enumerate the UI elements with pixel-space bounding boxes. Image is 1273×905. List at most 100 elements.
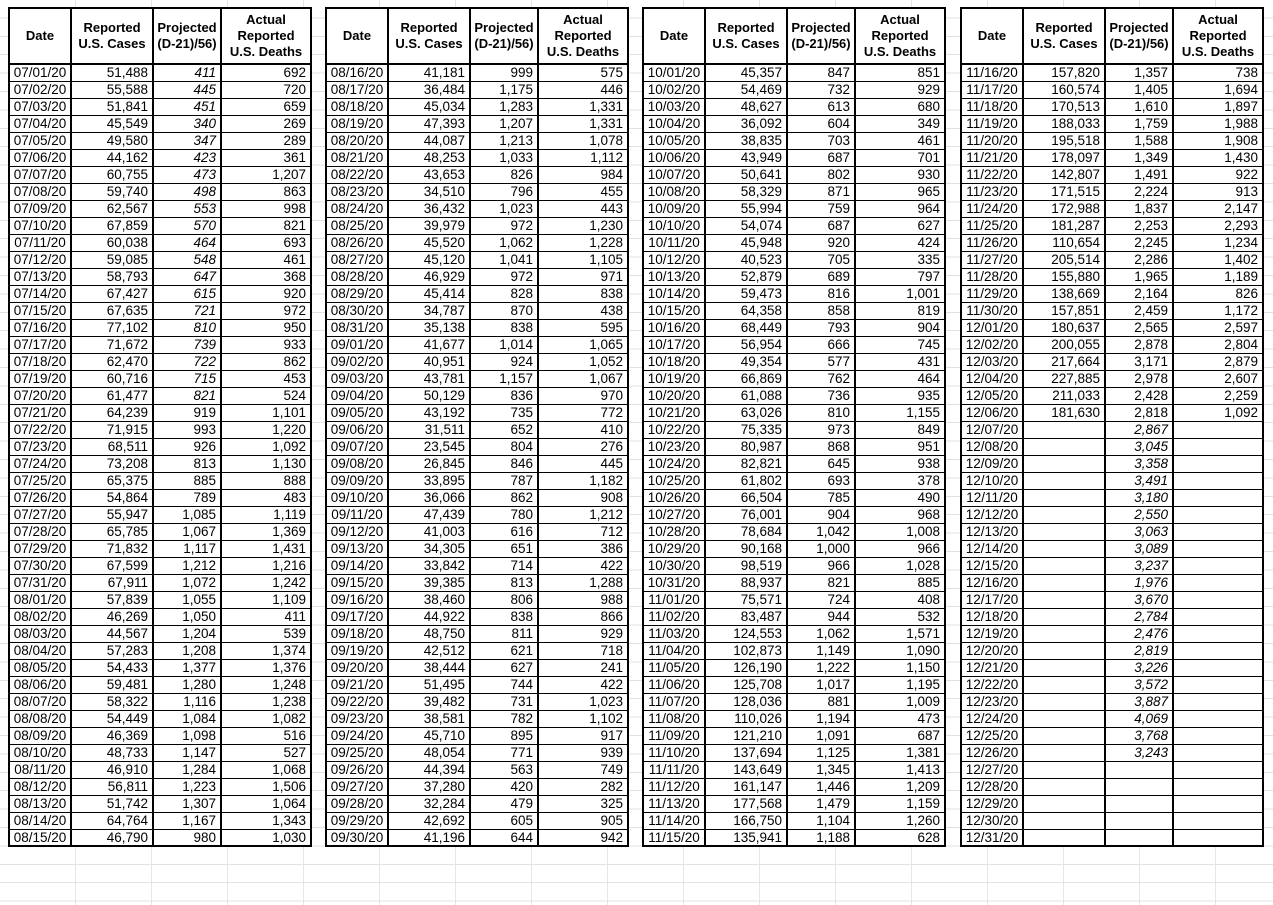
cell-projected[interactable]: 1,284 [152, 760, 222, 779]
cell-cases[interactable]: 68,449 [704, 318, 788, 337]
cell-cases[interactable] [1022, 420, 1106, 439]
cell-cases[interactable]: 82,821 [704, 454, 788, 473]
cell-projected[interactable]: 714 [469, 556, 539, 575]
cell-date[interactable]: 09/25/20 [325, 743, 389, 762]
cell-projected[interactable]: 3,063 [1104, 522, 1174, 541]
cell-deaths[interactable]: 1,331 [537, 114, 629, 133]
cell-deaths[interactable] [1172, 556, 1264, 575]
cell-date[interactable]: 11/30/20 [960, 301, 1024, 320]
cell-date[interactable]: 10/28/20 [642, 522, 706, 541]
cell-date[interactable]: 08/18/20 [325, 97, 389, 116]
cell-deaths[interactable]: 680 [854, 97, 946, 116]
cell-deaths[interactable] [1172, 811, 1264, 830]
cell-projected[interactable]: 577 [786, 352, 856, 371]
cell-date[interactable]: 11/23/20 [960, 182, 1024, 201]
cell-projected[interactable]: 479 [469, 794, 539, 813]
cell-cases[interactable]: 217,664 [1022, 352, 1106, 371]
cell-date[interactable]: 10/07/20 [642, 165, 706, 184]
cell-projected[interactable]: 689 [786, 267, 856, 286]
cell-deaths[interactable]: 866 [537, 607, 629, 626]
cell-deaths[interactable]: 1,189 [1172, 267, 1264, 286]
column-header-projected[interactable]: Projected (D-21)/56) [152, 7, 222, 65]
cell-deaths[interactable]: 464 [854, 369, 946, 388]
cell-date[interactable]: 09/26/20 [325, 760, 389, 779]
cell-date[interactable]: 08/08/20 [8, 709, 72, 728]
cell-projected[interactable]: 858 [786, 301, 856, 320]
cell-deaths[interactable]: 539 [220, 624, 312, 643]
cell-date[interactable]: 10/04/20 [642, 114, 706, 133]
cell-date[interactable]: 09/04/20 [325, 386, 389, 405]
cell-cases[interactable]: 58,793 [70, 267, 154, 286]
cell-projected[interactable]: 1,149 [786, 641, 856, 660]
cell-projected[interactable]: 836 [469, 386, 539, 405]
cell-projected[interactable]: 885 [152, 471, 222, 490]
cell-date[interactable]: 10/13/20 [642, 267, 706, 286]
cell-deaths[interactable]: 241 [537, 658, 629, 677]
cell-date[interactable]: 09/18/20 [325, 624, 389, 643]
column-header-deaths[interactable]: Actual Reported U.S. Deaths [854, 7, 946, 65]
cell-projected[interactable]: 2,819 [1104, 641, 1174, 660]
cell-deaths[interactable]: 964 [854, 199, 946, 218]
cell-cases[interactable]: 75,335 [704, 420, 788, 439]
cell-deaths[interactable]: 473 [854, 709, 946, 728]
cell-cases[interactable]: 77,102 [70, 318, 154, 337]
cell-deaths[interactable] [1172, 420, 1264, 439]
cell-projected[interactable]: 651 [469, 539, 539, 558]
cell-cases[interactable]: 60,755 [70, 165, 154, 184]
cell-date[interactable]: 07/16/20 [8, 318, 72, 337]
cell-projected[interactable]: 1,072 [152, 573, 222, 592]
cell-date[interactable]: 07/28/20 [8, 522, 72, 541]
cell-projected[interactable]: 2,459 [1104, 301, 1174, 320]
cell-cases[interactable]: 48,750 [387, 624, 471, 643]
cell-date[interactable]: 12/16/20 [960, 573, 1024, 592]
cell-deaths[interactable]: 904 [854, 318, 946, 337]
cell-cases[interactable]: 124,553 [704, 624, 788, 643]
cell-cases[interactable]: 60,716 [70, 369, 154, 388]
cell-date[interactable]: 07/25/20 [8, 471, 72, 490]
cell-date[interactable]: 08/19/20 [325, 114, 389, 133]
cell-date[interactable]: 09/10/20 [325, 488, 389, 507]
cell-date[interactable]: 08/30/20 [325, 301, 389, 320]
cell-cases[interactable]: 23,545 [387, 437, 471, 456]
cell-cases[interactable]: 172,988 [1022, 199, 1106, 218]
column-header-date[interactable]: Date [8, 7, 72, 65]
cell-date[interactable]: 10/25/20 [642, 471, 706, 490]
cell-cases[interactable]: 143,649 [704, 760, 788, 779]
cell-projected[interactable]: 1,610 [1104, 97, 1174, 116]
cell-date[interactable]: 07/22/20 [8, 420, 72, 439]
cell-date[interactable]: 11/02/20 [642, 607, 706, 626]
cell-deaths[interactable]: 453 [220, 369, 312, 388]
cell-projected[interactable]: 804 [469, 437, 539, 456]
cell-date[interactable]: 07/20/20 [8, 386, 72, 405]
cell-date[interactable]: 08/21/20 [325, 148, 389, 167]
cell-cases[interactable]: 80,987 [704, 437, 788, 456]
cell-cases[interactable]: 44,394 [387, 760, 471, 779]
cell-projected[interactable]: 1,307 [152, 794, 222, 813]
cell-date[interactable]: 08/09/20 [8, 726, 72, 745]
cell-date[interactable]: 11/15/20 [642, 828, 706, 847]
cell-date[interactable]: 10/22/20 [642, 420, 706, 439]
cell-date[interactable]: 07/29/20 [8, 539, 72, 558]
cell-deaths[interactable]: 378 [854, 471, 946, 490]
cell-projected[interactable]: 847 [786, 63, 856, 82]
cell-projected[interactable]: 1,157 [469, 369, 539, 388]
cell-deaths[interactable] [1172, 522, 1264, 541]
cell-deaths[interactable] [1172, 607, 1264, 626]
cell-cases[interactable]: 26,845 [387, 454, 471, 473]
cell-deaths[interactable]: 1,068 [220, 760, 312, 779]
cell-cases[interactable]: 47,439 [387, 505, 471, 524]
cell-date[interactable]: 09/16/20 [325, 590, 389, 609]
cell-date[interactable]: 09/14/20 [325, 556, 389, 575]
cell-projected[interactable]: 644 [469, 828, 539, 847]
cell-date[interactable]: 11/18/20 [960, 97, 1024, 116]
cell-cases[interactable]: 71,915 [70, 420, 154, 439]
cell-projected[interactable]: 2,550 [1104, 505, 1174, 524]
cell-cases[interactable]: 65,785 [70, 522, 154, 541]
cell-deaths[interactable]: 972 [220, 301, 312, 320]
cell-deaths[interactable]: 446 [537, 80, 629, 99]
cell-deaths[interactable]: 282 [537, 777, 629, 796]
cell-date[interactable]: 07/01/20 [8, 63, 72, 82]
cell-deaths[interactable]: 939 [537, 743, 629, 762]
cell-cases[interactable]: 42,692 [387, 811, 471, 830]
cell-cases[interactable]: 41,196 [387, 828, 471, 847]
